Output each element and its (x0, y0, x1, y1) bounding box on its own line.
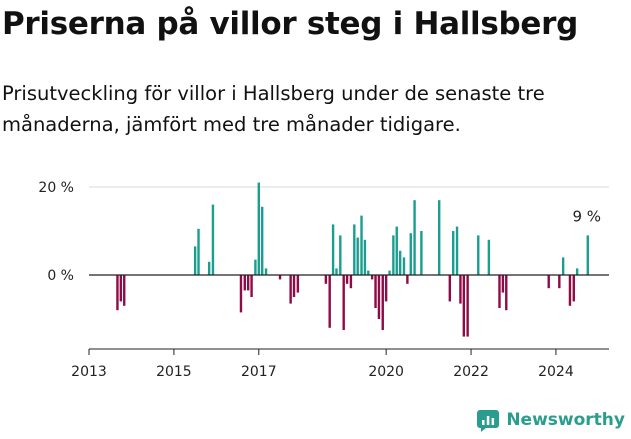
bar-negative (572, 275, 575, 302)
x-tick-label: 2015 (156, 364, 192, 380)
bar-negative (289, 275, 292, 304)
x-axis: 2013 2015 2017 2020 2022 2024 (71, 348, 609, 380)
bar-negative (374, 275, 377, 308)
bar-positive (398, 250, 402, 275)
bar-negative (448, 275, 452, 302)
bar-negative (568, 275, 572, 306)
bar-positive (260, 206, 264, 275)
bar-positive (420, 231, 423, 275)
brand-name: Newsworthy (506, 410, 625, 430)
bar-negative (342, 275, 345, 330)
bar-negative (462, 275, 466, 337)
bar-positive (388, 270, 391, 275)
bar-negative (345, 275, 349, 284)
bar-negative (384, 275, 388, 302)
bar-positive (254, 259, 257, 275)
x-tick-label: 2013 (71, 364, 107, 380)
bar-positive (331, 224, 335, 275)
bar-negative (406, 275, 409, 284)
bar-negative (328, 275, 331, 328)
bar-negative (296, 275, 300, 293)
bar-negative (116, 275, 119, 311)
y-tick-label: 0 % (47, 268, 74, 284)
bar-positive (193, 246, 197, 275)
page-subtitle: Prisutveckling för villor i Hallsberg un… (2, 82, 545, 136)
bar-positive (335, 268, 338, 275)
bar-negative (547, 275, 550, 289)
bar-positive (392, 235, 395, 275)
bar-positive (395, 226, 398, 275)
bars (116, 182, 589, 337)
bar-negative (324, 275, 328, 284)
bar-negative (250, 275, 253, 297)
bar-negative (377, 275, 381, 319)
bar-positive (257, 182, 260, 275)
newsworthy-brand: Newsworthy (476, 407, 625, 433)
bar-positive (575, 268, 579, 275)
bar-positive (413, 200, 416, 275)
bar-negative (246, 275, 250, 291)
y-tick-label: 20 % (38, 180, 74, 196)
bar-negative (459, 275, 462, 304)
bar-negative (243, 275, 246, 291)
bar-negative (466, 275, 469, 337)
bar-chart: 20 % 0 % 2013 2015 2017 2020 2022 2024 9 % (38, 180, 609, 380)
bar-positive (402, 257, 406, 275)
bar-positive (197, 228, 200, 275)
bar-negative (123, 275, 126, 306)
bar-positive (487, 239, 491, 275)
bar-negative (505, 275, 508, 311)
bar-negative (239, 275, 243, 313)
bar-positive (339, 235, 342, 275)
x-tick-label: 2020 (368, 364, 404, 380)
bar-positive (477, 235, 480, 275)
bar-positive (367, 270, 370, 275)
bar-positive (586, 235, 589, 275)
bar-positive (353, 224, 356, 275)
bar-positive (363, 239, 367, 275)
bar-positive (452, 231, 455, 275)
bar-positive (264, 268, 268, 275)
bar-negative (278, 275, 282, 280)
bar-positive (356, 237, 359, 275)
newsworthy-logo-icon (477, 410, 500, 432)
bar-positive (561, 257, 565, 275)
latest-value-annotation: 9 % (572, 207, 601, 225)
bar-positive (211, 204, 215, 275)
bar-negative (119, 275, 123, 302)
bar-negative (292, 275, 296, 297)
bar-negative (558, 275, 561, 289)
y-axis: 20 % 0 % (38, 180, 74, 284)
bar-negative (498, 275, 501, 308)
bar-positive (409, 233, 412, 275)
x-tick-label: 2024 (538, 364, 574, 380)
x-tick-label: 2017 (241, 364, 277, 380)
bar-negative (370, 275, 374, 280)
bar-positive (455, 226, 459, 275)
x-tick-label: 2022 (453, 364, 489, 380)
bar-negative (381, 275, 384, 330)
bar-positive (438, 200, 441, 275)
bar-negative (501, 275, 505, 293)
bar-negative (349, 275, 353, 289)
bar-positive (360, 215, 363, 275)
page-title: Priserna på villor steg i Hallsberg (2, 6, 579, 42)
bar-positive (207, 261, 211, 275)
